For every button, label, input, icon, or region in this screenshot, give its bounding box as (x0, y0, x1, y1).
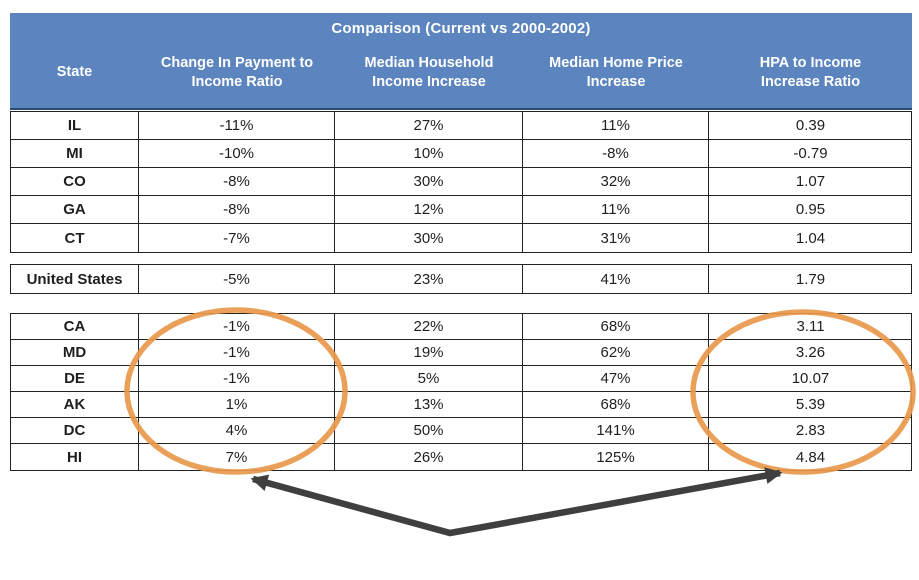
value-cell: 10.07 (791, 370, 830, 387)
value-cell: 30% (335, 168, 523, 195)
value-cell: 4.84 (795, 448, 826, 466)
value-cell: 1% (139, 392, 335, 417)
value-cell: 2.83 (795, 422, 826, 439)
value-cell: 7% (139, 444, 335, 470)
state-cell: MI (11, 140, 139, 167)
value-cell: 141% (523, 418, 709, 443)
column-header-line: Income Increase (372, 73, 486, 90)
value-cell: 31% (523, 224, 709, 252)
table-block-top-states: IL -11% 27% 11% 0.39 MI -10% 10% -8% -0.… (10, 111, 912, 253)
state-cell: CT (11, 224, 139, 252)
value-cell: 26% (335, 444, 523, 470)
value-cell: 0.95 (795, 201, 826, 218)
value-cell: -0.79 (793, 145, 828, 162)
value-cell: 19% (335, 340, 523, 365)
table-row: United States -5% 23% 41% 1.79 (11, 265, 911, 293)
value-cell: 12% (335, 196, 523, 223)
value-cell: 68% (523, 314, 709, 339)
value-cell: -1% (139, 314, 335, 339)
table-row: HI 7% 26% 125% 4.84 (11, 444, 911, 470)
table-row: IL -11% 27% 11% 0.39 (11, 112, 911, 140)
column-header-line: Income Ratio (191, 73, 283, 90)
table-row: MD -1% 19% 62% 3.26 (11, 340, 911, 366)
state-cell: DE (11, 366, 139, 391)
table-block-bottom-states: CA -1% 22% 68% 3.11 MD -1% 19% 62% 3.26 … (10, 313, 912, 471)
column-header-line: Median Household (364, 54, 494, 71)
value-cell: 125% (523, 444, 709, 470)
column-header-line: HPA to Income (759, 54, 862, 71)
state-cell: United States (11, 265, 139, 293)
value-cell: 3.11 (796, 318, 825, 335)
value-cell: -10% (139, 140, 335, 167)
value-cell: 1.07 (795, 173, 826, 190)
column-header-line: Increase (586, 73, 646, 90)
value-cell: -1% (139, 340, 335, 365)
value-cell: 47% (523, 366, 709, 391)
value-cell: 0.39 (795, 117, 826, 134)
column-header-state: State (10, 43, 139, 108)
column-header-line: Change In Payment to (160, 54, 314, 71)
value-cell: 1.79 (795, 270, 826, 288)
value-cell: 11% (523, 196, 709, 223)
table-row: CO -8% 30% 32% 1.07 (11, 168, 911, 196)
column-header-median-home-price: Median Home Price Increase (523, 43, 709, 108)
column-header-line: State (56, 64, 93, 80)
state-cell: IL (11, 112, 139, 139)
state-cell: CO (11, 168, 139, 195)
table-row: DE -1% 5% 47% 10.07 (11, 366, 911, 392)
table-row: CA -1% 22% 68% 3.11 (11, 314, 911, 340)
column-header-median-income: Median Household Income Increase (335, 43, 523, 108)
table-row: CT -7% 30% 31% 1.04 (11, 224, 911, 252)
table-header: Comparison (Current vs 2000-2002) State … (10, 13, 912, 110)
column-header-change-in-payment: Change In Payment to Income Ratio (139, 43, 335, 108)
column-header-row: State Change In Payment to Income Ratio … (10, 43, 912, 108)
value-cell: 23% (335, 265, 523, 293)
value-cell: 11% (523, 112, 709, 139)
state-cell: AK (11, 392, 139, 417)
double-arrow-annotation (250, 467, 783, 537)
value-cell: -5% (139, 265, 335, 293)
value-cell: 5.39 (795, 396, 826, 413)
column-header-line: Median Home Price (549, 54, 683, 71)
value-cell: -8% (139, 196, 335, 223)
value-cell: -7% (139, 224, 335, 252)
value-cell: 32% (523, 168, 709, 195)
value-cell: -11% (139, 112, 335, 139)
column-header-hpa-ratio: HPA to Income Increase Ratio (709, 43, 912, 108)
table-title: Comparison (Current vs 2000-2002) (331, 19, 591, 37)
table-row: MI -10% 10% -8% -0.79 (11, 140, 911, 168)
value-cell: -1% (139, 366, 335, 391)
value-cell: 50% (335, 418, 523, 443)
value-cell: 10% (335, 140, 523, 167)
table-row: GA -8% 12% 11% 0.95 (11, 196, 911, 224)
state-cell: GA (11, 196, 139, 223)
value-cell: -8% (139, 168, 335, 195)
value-cell: 1.04 (795, 229, 826, 247)
value-cell: 27% (335, 112, 523, 139)
value-cell: 4% (139, 418, 335, 443)
value-cell: 13% (335, 392, 523, 417)
column-header-line: Increase Ratio (760, 73, 861, 90)
table-row: AK 1% 13% 68% 5.39 (11, 392, 911, 418)
table-block-united-states: United States -5% 23% 41% 1.79 (10, 264, 912, 294)
state-cell: CA (11, 314, 139, 339)
value-cell: 3.26 (795, 344, 826, 361)
state-cell: HI (11, 444, 139, 470)
value-cell: 68% (523, 392, 709, 417)
state-cell: MD (11, 340, 139, 365)
state-cell: DC (11, 418, 139, 443)
value-cell: 5% (335, 366, 523, 391)
value-cell: 62% (523, 340, 709, 365)
value-cell: 41% (523, 265, 709, 293)
value-cell: 22% (335, 314, 523, 339)
table-row: DC 4% 50% 141% 2.83 (11, 418, 911, 444)
value-cell: -8% (523, 140, 709, 167)
value-cell: 30% (335, 224, 523, 252)
